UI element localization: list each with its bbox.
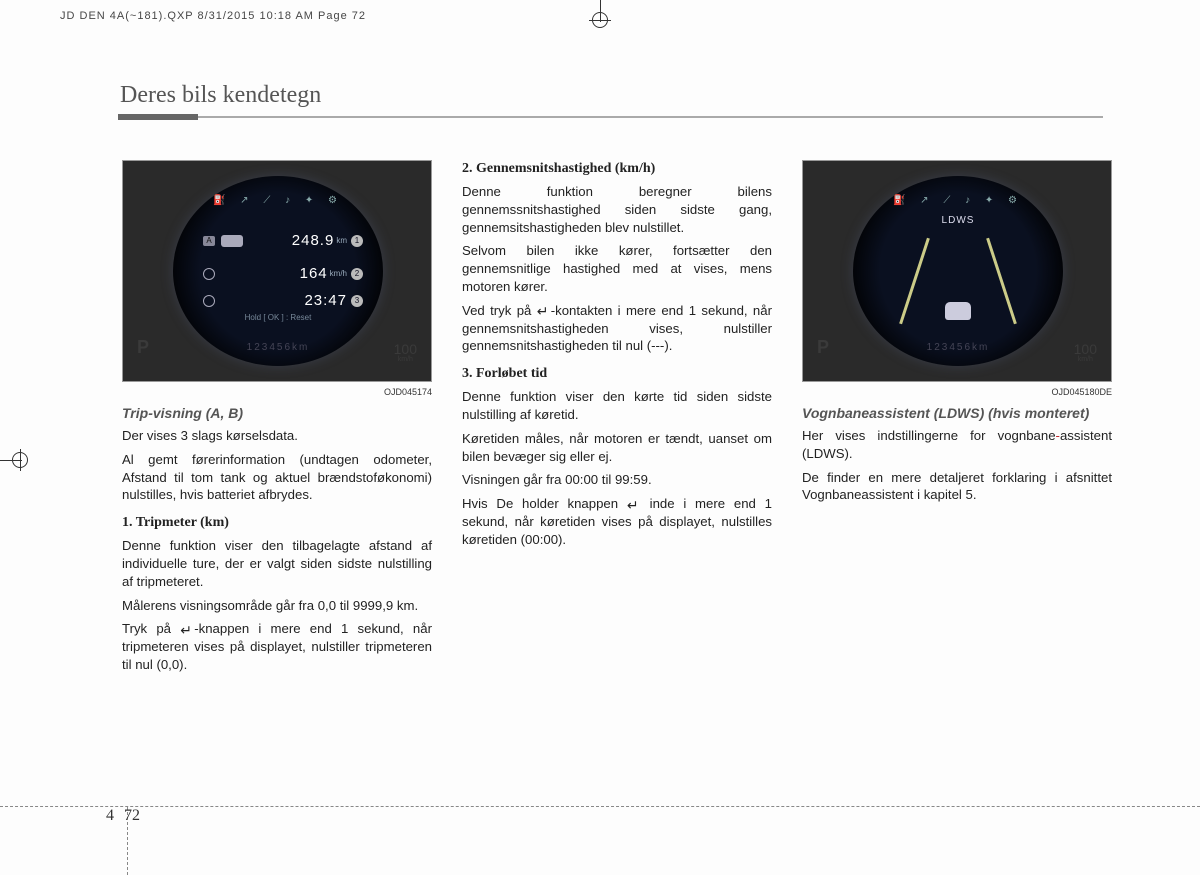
chapter-number: 4 (106, 807, 114, 824)
col3-p2: De finder en mere detaljeret forklaring … (802, 469, 1112, 505)
col2-p3: Ved tryk på -kontakten i mere end 1 seku… (462, 302, 772, 355)
enter-icon (537, 306, 551, 316)
ldws-label: LDWS (853, 214, 1063, 228)
badge-3: 3 (351, 295, 363, 307)
speed-indicator: 100 km/h (1074, 342, 1097, 363)
clock-icon (203, 295, 215, 307)
ldws-car-icon (945, 302, 971, 320)
col2-p3a: Ved tryk på (462, 303, 537, 318)
page-title: Deres bils kendetegn (120, 82, 321, 109)
gauge-icon-row: ⛽ ↗ ⟋ ♪ ✦ ⚙ (853, 194, 1063, 208)
ldws-cluster-image: ⛽ ↗ ⟋ ♪ ✦ ⚙ LDWS 123456km P 100 km/h (802, 160, 1112, 382)
gauge-icon-row: ⛽ ↗ ⟋ ♪ ✦ ⚙ (173, 194, 383, 208)
avg-speed-unit: km/h (330, 269, 347, 280)
speed-value: 100 (1074, 342, 1097, 356)
speed-unit: km/h (1074, 356, 1097, 363)
crop-circle-left (12, 452, 28, 468)
crop-circle-top (592, 12, 608, 28)
lane-graphic (903, 236, 1013, 326)
gear-indicator: P (817, 335, 829, 359)
heading-avg-speed: 2. Gennemsnitshastighed (km/h) (462, 160, 772, 179)
speed-indicator: 100 km/h (394, 342, 417, 363)
badge-2: 2 (351, 268, 363, 280)
column-2: 2. Gennemsnitshastighed (km/h) Denne fun… (462, 160, 772, 680)
gauge-odometer: 123456km (173, 341, 383, 355)
page-number: 4 72 (106, 807, 140, 825)
gauge-row-time: 23:47 3 (203, 291, 363, 311)
trim-line-horizontal (0, 806, 1200, 807)
col1-p2: Al gemt førerinformation (undtagen odome… (122, 451, 432, 504)
gauge-row-speed: 164 km/h 2 (203, 264, 363, 284)
gauge-row-trip: A 248.9 km 1 (203, 231, 363, 251)
heading-elapsed-time: 3. Forløbet tid (462, 365, 772, 384)
elapsed-time-value: 23:47 (304, 291, 347, 311)
gauge-trip: ⛽ ↗ ⟋ ♪ ✦ ⚙ A 248.9 km 1 164 km/h 2 23:4… (173, 176, 383, 366)
car-icon (221, 235, 243, 247)
col2-p7: Hvis De holder knappen inde i mere end 1… (462, 495, 772, 548)
title-underline (118, 116, 1103, 118)
col2-p4: Denne funktion viser den kørte tid siden… (462, 388, 772, 424)
caption-trip: Trip-visning (A, B) (122, 404, 432, 423)
content: ⛽ ↗ ⟋ ♪ ✦ ⚙ A 248.9 km 1 164 km/h 2 23:4… (122, 160, 1112, 680)
caption-ldws: Vognbaneassistent (LDWS) (hvis monteret) (802, 404, 1112, 423)
col1-p4: Målerens visningsområde går fra 0,0 til … (122, 597, 432, 615)
image-code-1: OJD045174 (122, 386, 432, 398)
enter-icon (180, 625, 194, 635)
col2-p1: Denne funktion beregner bilens gennemssn… (462, 183, 772, 236)
col2-p6: Visningen går fra 00:00 til 99:59. (462, 471, 772, 489)
col1-p1: Der vises 3 slags kørselsdata. (122, 427, 432, 445)
badge-1: 1 (351, 235, 363, 247)
column-3: ⛽ ↗ ⟋ ♪ ✦ ⚙ LDWS 123456km P 100 km/h OJD… (802, 160, 1112, 680)
trip-a-label: A (203, 236, 215, 246)
title-accent (118, 114, 198, 120)
heading-tripmeter: 1. Tripmeter (km) (122, 514, 432, 533)
speedometer-icon (203, 268, 215, 280)
print-header: JD DEN 4A(~181).QXP 8/31/2015 10:18 AM P… (60, 10, 366, 22)
trip-distance-value: 248.9 (292, 231, 335, 251)
speed-unit: km/h (394, 356, 417, 363)
gear-indicator: P (137, 335, 149, 359)
enter-icon (627, 500, 641, 510)
speed-value: 100 (394, 342, 417, 356)
gauge-odometer: 123456km (853, 341, 1063, 355)
page-number-value: 72 (124, 807, 140, 824)
image-code-2: OJD045180DE (802, 386, 1112, 398)
col3-p1a: Her vises indstillingerne for vognbane (802, 428, 1056, 443)
column-1: ⛽ ↗ ⟋ ♪ ✦ ⚙ A 248.9 km 1 164 km/h 2 23:4… (122, 160, 432, 680)
col1-p5a: Tryk på (122, 621, 180, 636)
trip-cluster-image: ⛽ ↗ ⟋ ♪ ✦ ⚙ A 248.9 km 1 164 km/h 2 23:4… (122, 160, 432, 382)
col1-p3: Denne funktion viser den tilbagelagte af… (122, 537, 432, 590)
col1-p5: Tryk på -knappen i mere end 1 sekund, nå… (122, 620, 432, 673)
avg-speed-value: 164 (300, 264, 328, 284)
gauge-hold-text: Hold [ OK ] : Reset (173, 313, 383, 324)
page-sep (117, 807, 121, 824)
col3-p1: Her vises indstillingerne for vognbane-a… (802, 427, 1112, 463)
col2-p7a: Hvis De holder knappen (462, 496, 627, 511)
col2-p2: Selvom bilen ikke kører, fortsætter den … (462, 242, 772, 295)
trip-distance-unit: km (336, 236, 347, 247)
gauge-ldws: ⛽ ↗ ⟋ ♪ ✦ ⚙ LDWS 123456km (853, 176, 1063, 366)
col2-p5: Køretiden måles, når motoren er tændt, u… (462, 430, 772, 466)
